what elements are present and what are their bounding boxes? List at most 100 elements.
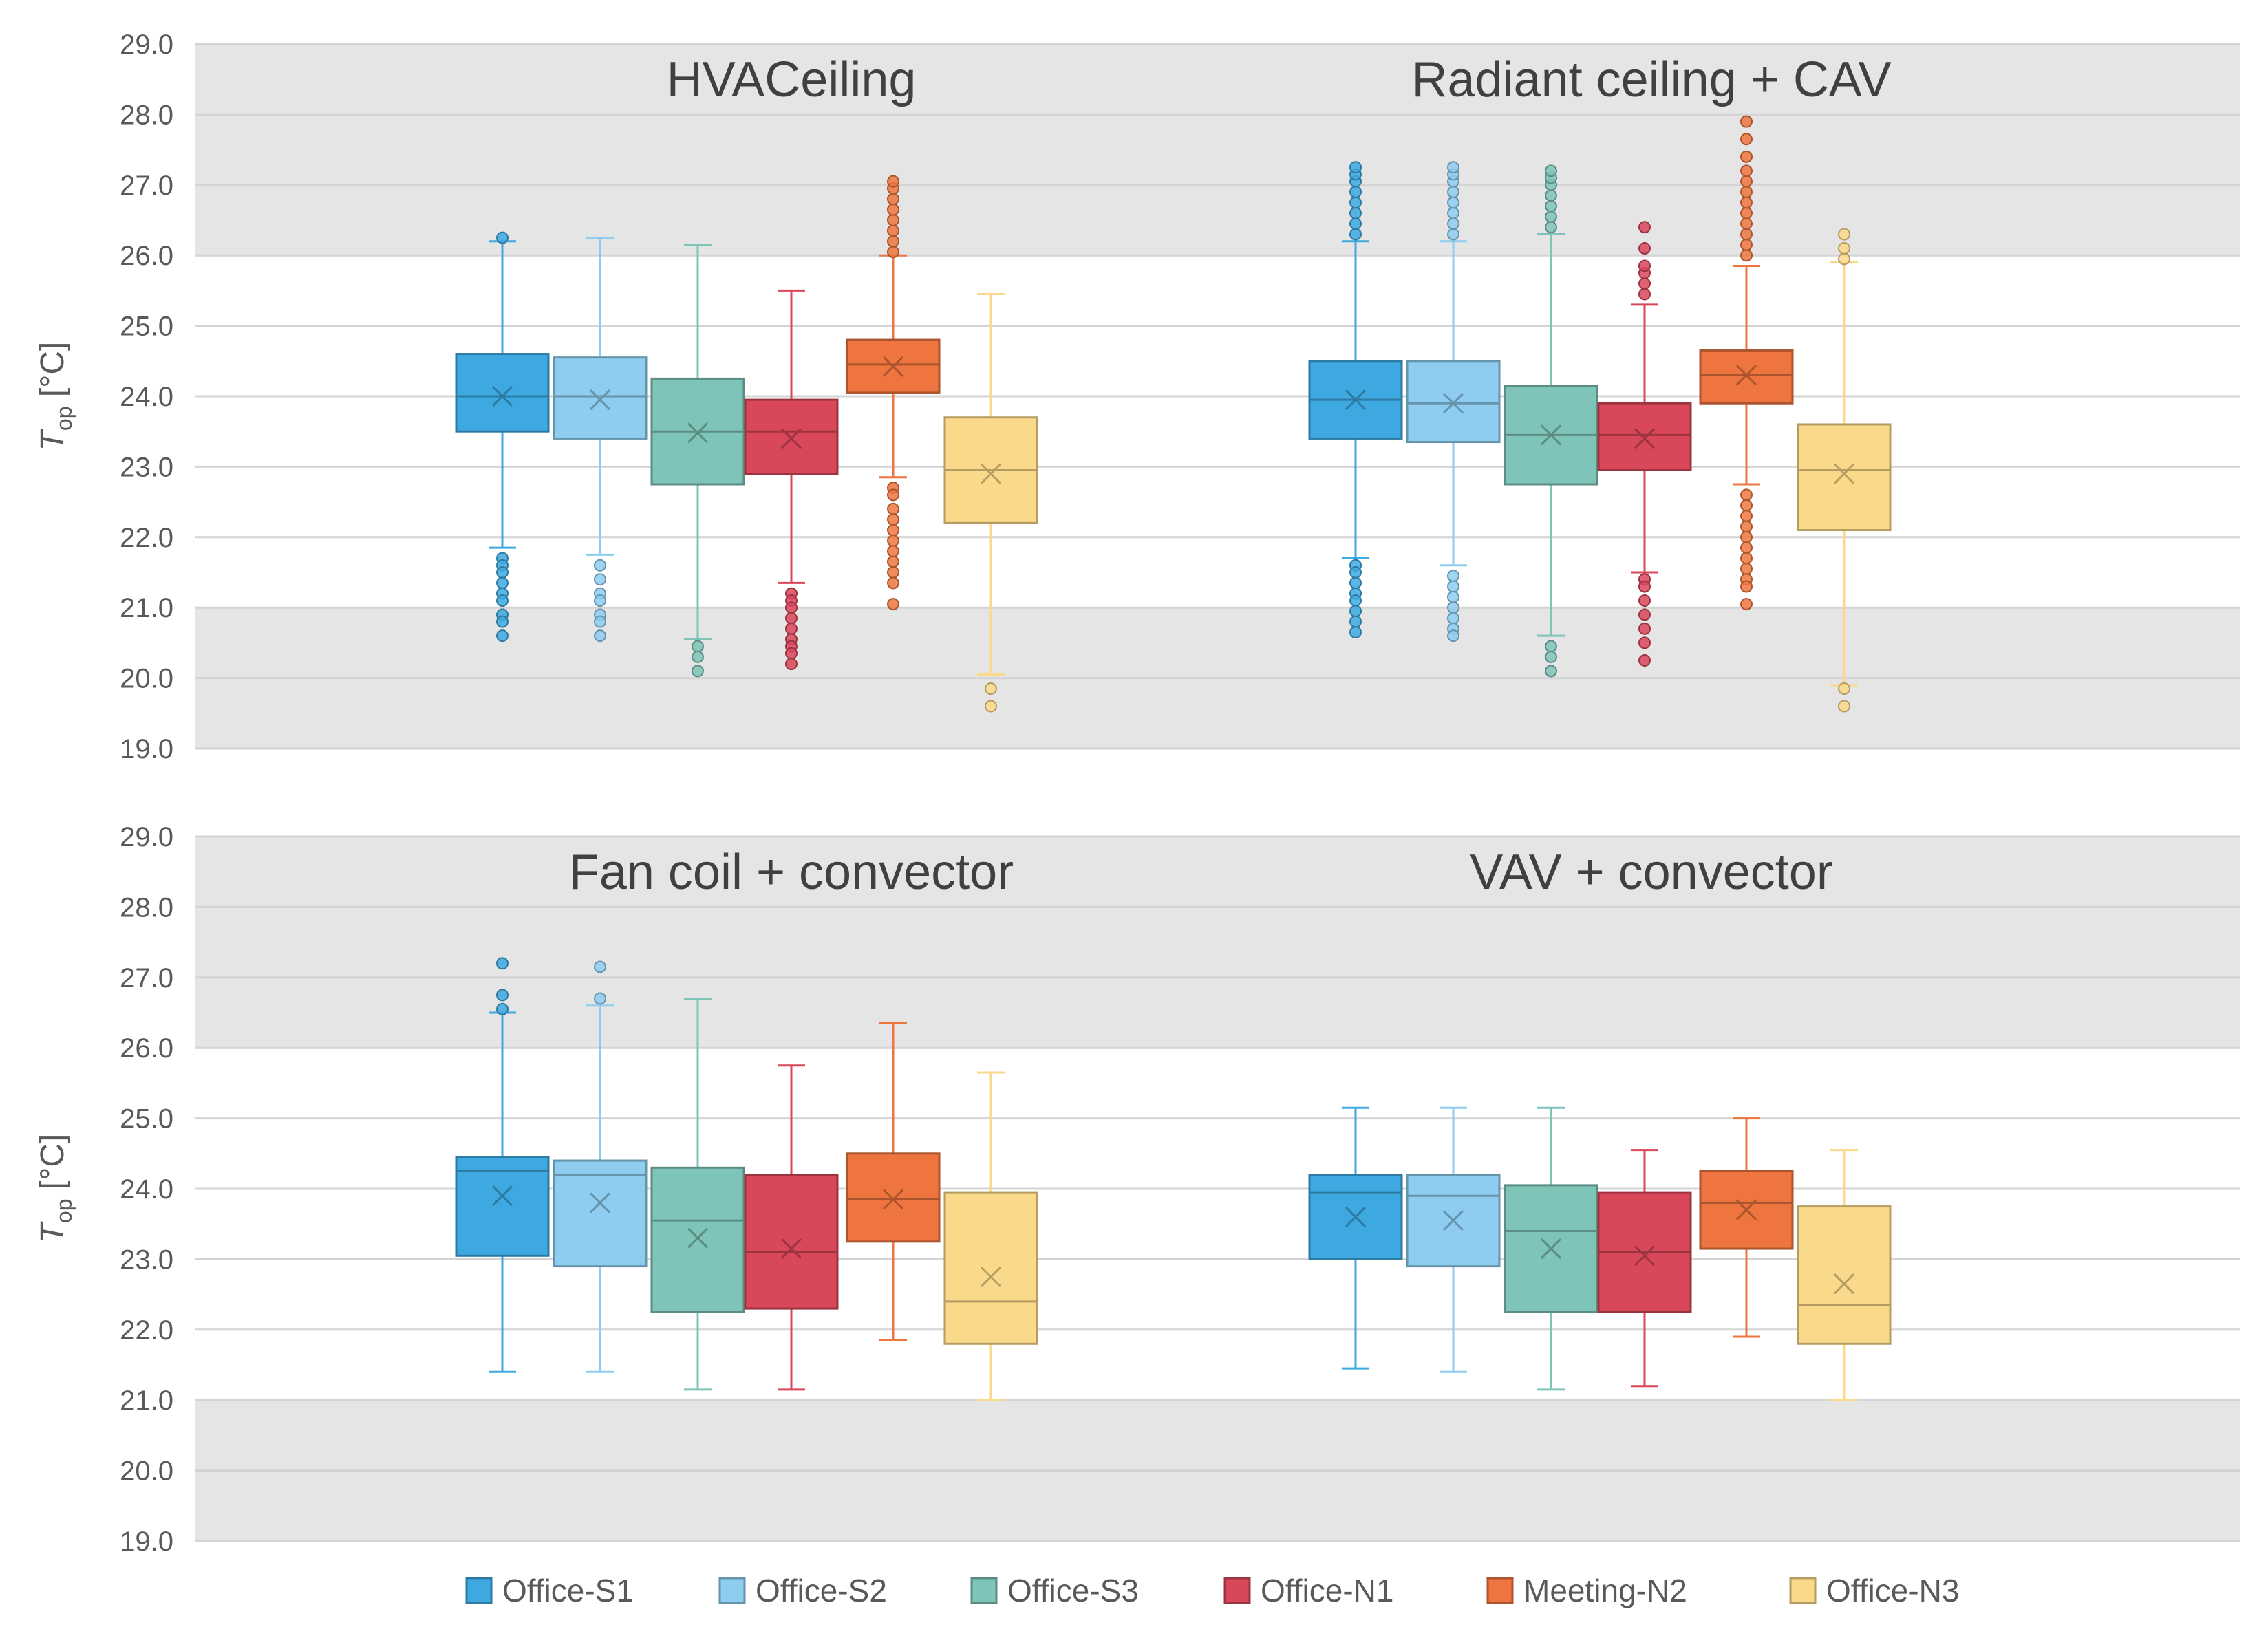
legend-swatch <box>718 1577 746 1604</box>
outlier-point <box>692 640 704 653</box>
box-office-n3 <box>943 1071 1038 1401</box>
outlier-point <box>1349 217 1362 230</box>
box-group-1: HVACeiling <box>455 52 1038 713</box>
outlier-point <box>1545 164 1557 177</box>
mean-marker <box>1442 1210 1464 1231</box>
box-iqr <box>744 1174 839 1310</box>
y-tick-label: 22.0 <box>120 1315 173 1346</box>
outlier-point <box>1740 217 1753 230</box>
mean-marker <box>1833 463 1855 484</box>
outlier-point <box>1447 612 1459 625</box>
outlier-point <box>887 488 899 502</box>
mean-marker <box>1345 389 1367 411</box>
outlier-point <box>887 555 899 568</box>
legend-item: Office-N1 <box>1223 1573 1393 1608</box>
chart-panel-2: 19.0 20.0 21.0 22.0 23.0 24.0 25.0 26.0 27.0 28.0… <box>34 822 2240 1557</box>
legend-item: Office-N3 <box>1789 1573 1959 1608</box>
mean-marker <box>780 1238 802 1260</box>
outlier-point <box>496 615 509 628</box>
outlier-point <box>985 682 997 695</box>
y-tick-label: 23.0 <box>120 452 173 482</box>
y-tick-label: 27.0 <box>120 171 173 201</box>
mean-marker <box>1634 428 1656 449</box>
outlier-point <box>496 576 509 590</box>
outlier-point <box>1545 650 1557 663</box>
box-iqr <box>650 1166 745 1313</box>
outlier-point <box>1740 541 1753 554</box>
outlier-point <box>1638 277 1651 290</box>
box-iqr <box>1406 360 1501 444</box>
outlier-point <box>1447 217 1459 230</box>
outlier-point <box>887 566 899 579</box>
outlier-point <box>1349 576 1362 590</box>
outlier-point <box>1349 566 1362 579</box>
outlier-point <box>1638 241 1651 255</box>
box-office-n1 <box>744 289 839 671</box>
box-iqr <box>455 353 550 433</box>
comfort-band-upper-shade <box>195 837 2240 1048</box>
outlier-point <box>1638 608 1651 621</box>
outlier-point <box>1349 206 1362 219</box>
outlier-point <box>496 566 509 579</box>
legend-label: Office-S2 <box>756 1573 887 1608</box>
outlier-point <box>1740 530 1753 543</box>
outlier-point <box>1447 186 1459 199</box>
outlier-point <box>1838 228 1850 241</box>
outlier-point <box>594 629 606 643</box>
outlier-point <box>887 534 899 547</box>
outlier-point <box>1638 654 1651 667</box>
outlier-point <box>1447 570 1459 583</box>
outlier-point <box>887 203 899 216</box>
box-office-s2 <box>1406 1106 1501 1373</box>
mean-marker <box>1735 1199 1757 1220</box>
box-office-n3 <box>943 293 1038 713</box>
outlier-point <box>1545 221 1557 234</box>
legend-swatch <box>1789 1577 1817 1604</box>
legend-swatch <box>970 1577 998 1604</box>
legend-item: Meeting-N2 <box>1486 1573 1687 1608</box>
box-office-n3 <box>1797 1149 1892 1401</box>
y-tick-label: 26.0 <box>120 1033 173 1064</box>
box-meeting-n2 <box>846 1022 941 1341</box>
y-tick-label: 23.0 <box>120 1244 173 1275</box>
y-tick-label: 28.0 <box>120 100 173 130</box>
legend: Office-S1 Office-S2 Office-S3 Office-N1 Meet… <box>465 1573 1959 1608</box>
box-office-s2 <box>1406 161 1501 643</box>
y-tick-label: 22.0 <box>120 523 173 553</box>
outlier-point <box>1545 210 1557 223</box>
outlier-point <box>496 1002 509 1015</box>
outlier-point <box>887 175 899 188</box>
outlier-point <box>1740 228 1753 241</box>
outlier-point <box>1740 164 1753 177</box>
outlier-point <box>887 545 899 558</box>
outlier-point <box>1740 150 1753 163</box>
outlier-point <box>887 246 899 259</box>
outlier-point <box>496 231 509 244</box>
mean-marker <box>1634 1245 1656 1267</box>
mean-marker <box>1442 393 1464 414</box>
outlier-point <box>1740 488 1753 502</box>
outlier-point <box>1447 206 1459 219</box>
y-tick-label: 25.0 <box>120 312 173 342</box>
outlier-point <box>1740 510 1753 523</box>
box-office-s3 <box>650 244 745 678</box>
y-tick-label: 20.0 <box>120 1456 173 1487</box>
outlier-point <box>785 647 798 660</box>
mean-marker <box>491 1185 513 1207</box>
y-tick-label: 27.0 <box>120 963 173 993</box>
mean-marker <box>882 356 904 378</box>
outlier-point <box>1447 601 1459 614</box>
mean-marker <box>687 422 709 444</box>
outlier-point <box>1545 665 1557 678</box>
box-iqr <box>744 398 839 475</box>
outlier-point <box>1740 598 1753 611</box>
legend-label: Meeting-N2 <box>1523 1573 1687 1608</box>
outlier-point <box>887 576 899 590</box>
outlier-point <box>1638 594 1651 607</box>
box-office-s1 <box>455 231 550 643</box>
box-meeting-n2 <box>1699 115 1794 611</box>
legend-label: Office-N3 <box>1826 1573 1959 1608</box>
y-tick-label: 28.0 <box>120 892 173 923</box>
outlier-point <box>1838 682 1850 695</box>
outlier-point <box>1740 520 1753 533</box>
